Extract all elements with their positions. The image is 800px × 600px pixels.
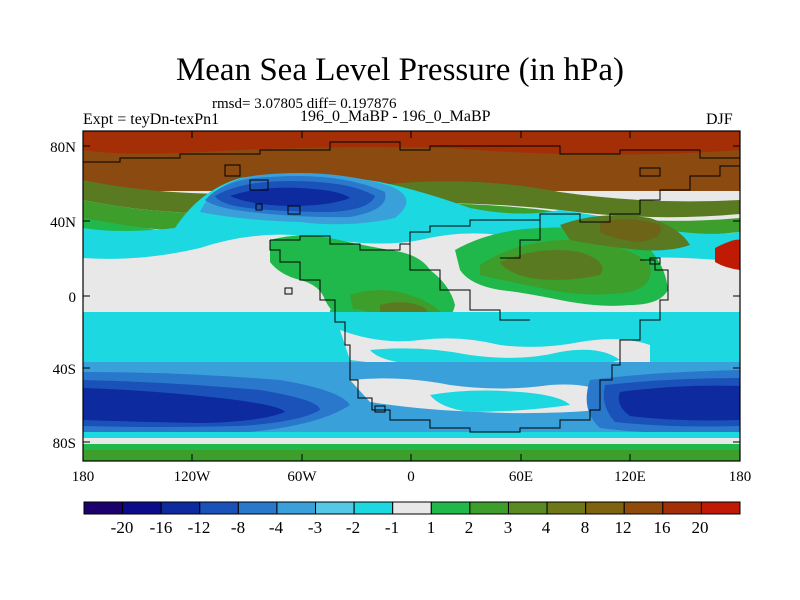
colorbar-swatch: [237, 501, 278, 515]
colorbar-label: 1: [426, 518, 436, 537]
y-tick-marks: [83, 145, 740, 443]
africa-olive: [500, 249, 603, 280]
coastline-island-d: [255, 203, 263, 211]
coastline-pangaea-south: [269, 240, 669, 433]
page-title: Mean Sea Level Pressure (in hPa): [175, 52, 625, 88]
colorbar-swatch: [623, 501, 664, 515]
x-tick-marks: [191, 131, 631, 461]
stats-label: rmsd= 3.07805 diff= 0.197876: [212, 96, 397, 112]
north-red-band: [83, 131, 740, 155]
colorbar-label: -2: [345, 518, 361, 537]
coastline-island-b: [249, 179, 269, 191]
coastline-inner-sea: [409, 232, 530, 321]
colorbar-swatch: [585, 501, 625, 515]
x-tick-label: 60W: [287, 469, 317, 485]
colorbar-label: 16: [653, 518, 671, 537]
x-tick-label: 180: [729, 469, 752, 485]
colorbar-label: 20: [691, 518, 709, 537]
colorbar-label: -1: [384, 518, 400, 537]
x-tick-label: 120W: [174, 469, 212, 485]
coastline-island-e: [284, 287, 293, 295]
x-tick-label: 0: [407, 469, 415, 485]
colorbar-swatch: [122, 501, 162, 515]
y-tick-label: 80S: [53, 436, 76, 452]
x-tick-label: 180: [72, 469, 95, 485]
colorbar-swatch: [469, 501, 509, 515]
x-tick-label: 120E: [614, 469, 646, 485]
coastline-island-a: [224, 164, 241, 177]
coastline-island-h: [374, 405, 386, 413]
coastline-north-continent: [83, 141, 740, 163]
colorbar-swatch: [507, 501, 548, 515]
coastline-island-g: [649, 257, 661, 265]
colorbar-swatch: [160, 501, 201, 515]
coastline-island-f: [639, 167, 661, 177]
y-tick-label: 40N: [50, 215, 76, 231]
coastline-tethys: [500, 220, 541, 259]
colorbar-swatch: [276, 501, 317, 515]
y-tick-label: 0: [69, 290, 77, 306]
pacific-low-core: [230, 187, 350, 206]
colorbar-swatch: [430, 501, 471, 515]
colorbar-swatch: [700, 501, 741, 515]
colorbar-label: -12: [187, 518, 211, 537]
colorbar-swatch: [315, 501, 355, 515]
x-tick-label: 60E: [509, 469, 533, 485]
colorbar-label: 2: [464, 518, 474, 537]
south-white-strip: [83, 438, 740, 444]
colorbar-swatch: [199, 501, 239, 515]
colorbar-label: -3: [307, 518, 323, 537]
colorbar-label: -8: [230, 518, 246, 537]
colorbar: [83, 501, 741, 515]
colorbar-label: -20: [110, 518, 134, 537]
colorbar-label: 4: [541, 518, 551, 537]
colorbar-label: -4: [268, 518, 284, 537]
coastlines: [83, 141, 740, 433]
colorbar-label: 3: [503, 518, 513, 537]
colorbar-swatch: [392, 501, 432, 515]
southern-low-east-core: [618, 385, 740, 421]
coastline-pangaea: [270, 165, 740, 251]
colorbar-swatch: [353, 501, 394, 515]
colorbar-label: 12: [614, 518, 632, 537]
experiment-label: Expt = teyDn-texPn1: [83, 111, 220, 128]
southern-low-west-core: [83, 388, 285, 423]
south-cyan-strip: [83, 432, 740, 438]
coastline-island-c: [287, 205, 301, 215]
y-tick-label: 40S: [53, 362, 76, 378]
colorbar-swatch: [83, 501, 124, 515]
colorbar-swatch: [546, 501, 587, 515]
asia-brown-olive: [600, 219, 661, 242]
colorbar-swatch: [662, 501, 702, 515]
period-label: 196_0_MaBP - 196_0_MaBP: [300, 108, 491, 125]
colorbar-label: -16: [149, 518, 173, 537]
x-tick-labels: 180 120W 60W 0 60E 120E 180: [72, 469, 752, 485]
southern-cyan-patch: [430, 390, 570, 412]
pressure-field: [83, 131, 740, 461]
pacific-red-spot: [715, 239, 740, 270]
y-tick-label: 80N: [50, 140, 76, 156]
colorbar-label: 8: [580, 518, 590, 537]
season-label: DJF: [706, 111, 733, 128]
y-tick-labels: 80N 40N 0 40S 80S: [50, 140, 76, 452]
south-green-strip: [83, 444, 740, 450]
